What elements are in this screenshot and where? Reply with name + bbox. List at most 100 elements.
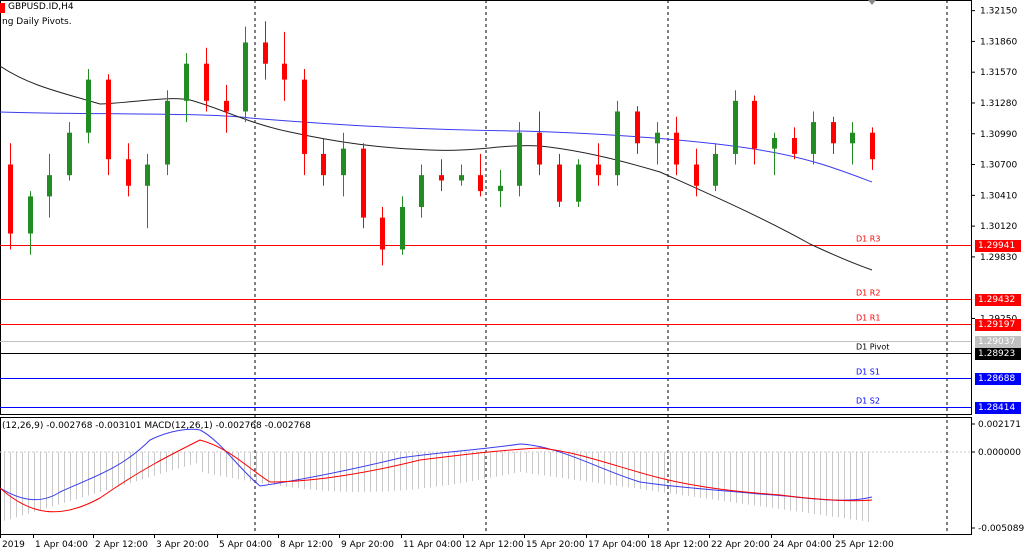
time-tick-label: 12 Apr 12:00 (465, 540, 524, 550)
candle-body (341, 148, 346, 176)
candle-body (674, 132, 679, 165)
candle-body (243, 42, 248, 112)
candle-body (615, 111, 620, 176)
candle-body (478, 175, 483, 192)
macd-tick-label: 0.000000 (978, 448, 1021, 458)
candle-body (86, 79, 91, 133)
pivot-price-label: 1.29197 (975, 318, 1021, 331)
ma-slow-line (0, 111, 873, 183)
candle-body (694, 164, 699, 186)
pivot-price-label: 1.29941 (975, 239, 1021, 252)
candle-body (302, 79, 307, 154)
candle-body (752, 100, 757, 149)
candle-body (498, 185, 503, 192)
pivot-name: D1 Pivot (856, 343, 889, 352)
time-tick-label: 22 Apr 20:00 (711, 540, 770, 550)
macd-axis: 0.002171 0.000000 -0.005089 (971, 420, 1024, 534)
candle-body (106, 79, 111, 160)
current-price-label: 1.29037 (975, 335, 1021, 348)
macd-panel (0, 428, 971, 522)
pivot-name: D1 S2 (856, 397, 880, 406)
time-tick-label: 11 Apr 04:00 (403, 540, 462, 550)
candle-body (204, 63, 209, 101)
time-tick-label: 15 Apr 20:00 (526, 540, 585, 550)
price-tick-label: 1.31280 (980, 99, 1017, 109)
pivot-name: D1 R3 (856, 235, 880, 244)
candle-body (165, 100, 170, 165)
time-axis: 2019 1 Apr 04:00 2 Apr 12:00 3 Apr 20:00 5 A… (0, 534, 894, 550)
time-tick-label: 2019 (2, 540, 25, 550)
candle-body (224, 100, 229, 112)
moving-averages (0, 65, 873, 271)
candle-body (184, 63, 189, 101)
candle-body (459, 175, 464, 181)
time-tick-label: 24 Apr 04:00 (773, 540, 832, 550)
candle-body (870, 132, 875, 160)
price-tick-label: 1.30120 (980, 222, 1017, 232)
candle-body (145, 164, 150, 186)
candle-body (792, 138, 797, 154)
price-tick-label: 1.31570 (980, 68, 1017, 78)
pivot-name: D1 S1 (856, 368, 880, 377)
candle-body (635, 111, 640, 144)
candle-body (831, 122, 836, 144)
candle-body (713, 153, 718, 186)
candle-body (321, 153, 326, 176)
ma-fast-line (0, 65, 873, 271)
candle-body (537, 132, 542, 165)
time-tick-label: 8 Apr 12:00 (280, 540, 333, 550)
price-axis: 1.32150 1.31860 1.31570 1.31280 1.30990 1.307… (971, 7, 1017, 324)
candle-body (655, 132, 660, 144)
candlesticks (8, 21, 875, 266)
candle-body (380, 217, 385, 250)
chart-collapse-icon[interactable] (868, 0, 876, 5)
price-tick-label: 1.30990 (980, 130, 1017, 140)
candle-body (439, 175, 444, 181)
pivot-price-label: 1.28923 (975, 347, 1021, 360)
candle-body (733, 100, 738, 154)
time-tick-label: 25 Apr 12:00 (835, 540, 894, 550)
time-tick-label: 1 Apr 04:00 (35, 540, 88, 550)
macd-line (0, 428, 873, 501)
pivot-name: D1 R1 (856, 314, 880, 323)
candle-body (557, 164, 562, 202)
candle-body (126, 159, 131, 186)
candle-body (596, 164, 601, 176)
time-tick-label: 5 Apr 04:00 (219, 540, 272, 550)
chart-title: GBPUSD.ID,H4 (8, 2, 74, 12)
candle-body (28, 196, 33, 234)
time-tick-label: 17 Apr 04:00 (588, 540, 647, 550)
candle-body (850, 132, 855, 144)
price-tick-label: 1.30410 (980, 191, 1017, 201)
time-tick-label: 9 Apr 20:00 (341, 540, 394, 550)
pivot-lines: D1 R3 D1 R2 D1 R1 D1 Pivot D1 S1 D1 S2 (0, 235, 971, 408)
candle-body (811, 122, 816, 154)
time-tick-label: 2 Apr 12:00 (95, 540, 148, 550)
pivot-name: D1 R2 (856, 289, 880, 298)
candle-body (67, 132, 72, 176)
candle-body (263, 42, 268, 64)
macd-title: (12,26,9) -0.002768 -0.003101 MACD(12,26… (2, 421, 311, 431)
candle-body (419, 175, 424, 207)
candle-body (576, 164, 581, 202)
time-tick-label: 3 Apr 20:00 (156, 540, 209, 550)
price-tick-label: 1.29830 (980, 253, 1017, 263)
candle-body (8, 164, 13, 234)
macd-signal-line (0, 439, 873, 513)
time-tick-label: 18 Apr 12:00 (650, 540, 709, 550)
candle-body (47, 175, 52, 197)
candle-body (282, 63, 287, 80)
chart-marker-icon (0, 3, 5, 13)
macd-tick-label: -0.005089 (978, 524, 1024, 534)
price-tick-label: 1.32150 (980, 7, 1017, 17)
candle-body (400, 207, 405, 250)
candle-body (517, 132, 522, 186)
indicator-name: ng Daily Pivots. (2, 17, 72, 27)
candle-body (361, 148, 366, 218)
pivot-price-label: 1.28414 (975, 401, 1021, 414)
day-separators (254, 0, 948, 535)
pivot-price-label: 1.28688 (975, 372, 1021, 385)
price-tick-label: 1.31860 (980, 37, 1017, 47)
macd-tick-label: 0.002171 (978, 420, 1021, 430)
